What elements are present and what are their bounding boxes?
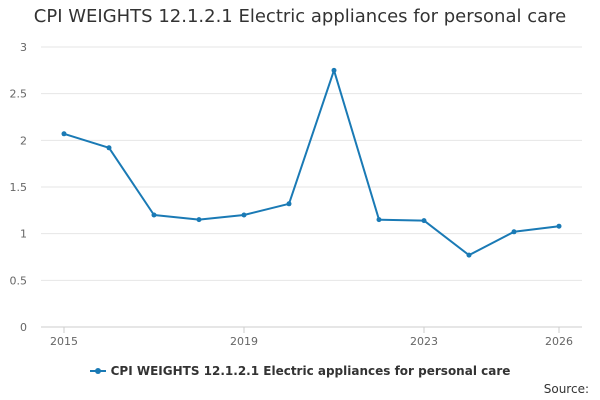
x-tick-label: 2019 — [230, 335, 258, 348]
data-point — [61, 131, 67, 137]
x-tick-label: 2026 — [545, 335, 573, 348]
data-point — [556, 223, 562, 229]
y-tick-label: 0.5 — [10, 274, 28, 287]
y-tick-label: 2 — [20, 134, 27, 147]
legend-marker-icon — [89, 368, 106, 374]
data-point — [241, 212, 247, 218]
data-point — [106, 145, 112, 151]
y-tick-label: 0 — [20, 321, 27, 334]
legend[interactable]: CPI WEIGHTS 12.1.2.1 Electric appliances… — [0, 364, 600, 378]
legend-label: CPI WEIGHTS 12.1.2.1 Electric appliances… — [110, 364, 511, 378]
data-point — [421, 218, 427, 224]
y-tick-label: 3 — [20, 41, 27, 54]
data-point — [331, 67, 337, 73]
data-point — [151, 212, 157, 218]
source-label: Source: — [543, 382, 589, 396]
data-point — [376, 217, 382, 223]
series-line — [63, 69, 560, 257]
data-point — [511, 229, 517, 235]
data-point — [466, 252, 472, 258]
y-tick-label: 1.5 — [10, 181, 28, 194]
data-point — [286, 201, 292, 207]
y-tick-label: 1 — [20, 228, 27, 241]
y-tick-label: 2.5 — [10, 88, 28, 101]
chart-title: CPI WEIGHTS 12.1.2.1 Electric appliances… — [33, 6, 567, 27]
x-tick-label: 2023 — [410, 335, 438, 348]
data-point — [196, 217, 202, 223]
x-tick-label: 2015 — [50, 335, 78, 348]
